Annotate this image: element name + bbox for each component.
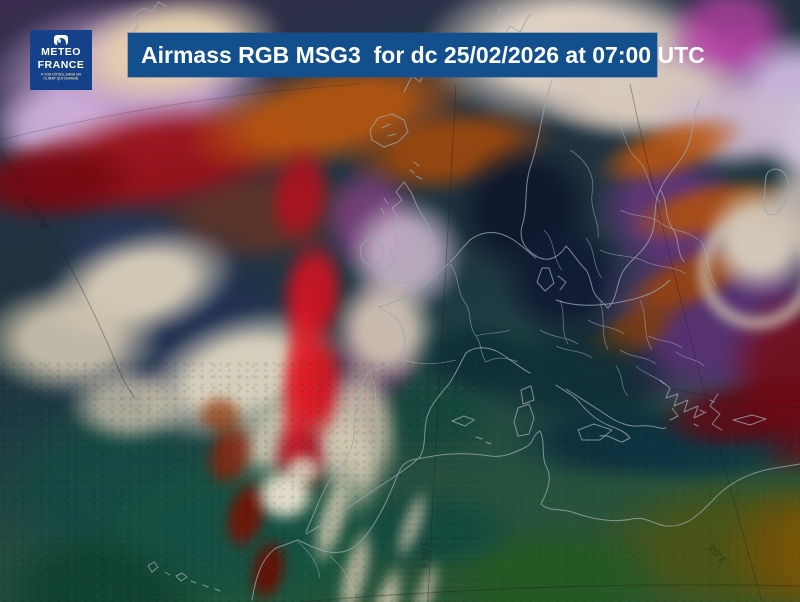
logo-line2: FRANCE — [37, 58, 85, 71]
graticule-parallel — [615, 373, 800, 409]
coastline-corsica-sardinia — [513, 385, 535, 437]
coastline-north-africa — [251, 430, 800, 601]
coastline-mediterranean-north — [305, 347, 531, 535]
coastline-denmark — [536, 267, 567, 292]
graticule-lines — [0, 83, 800, 602]
coastline-baltic-south — [555, 279, 671, 306]
graticule-parallel — [0, 83, 361, 141]
airmass-blob — [185, 385, 255, 445]
graticule-label-3e: 3.00 E — [418, 540, 428, 569]
coastline-greece — [659, 379, 767, 427]
border-eastern-europe — [569, 109, 717, 287]
border-danube-region — [539, 319, 625, 359]
border-balkans — [615, 335, 705, 397]
graticule-label-40w: 40.00 W — [20, 196, 50, 233]
coastline-north-sea — [449, 232, 537, 263]
coastline-balearics — [451, 415, 492, 445]
border-germany-poland — [543, 229, 603, 279]
coastline-faroe — [409, 161, 420, 174]
border-maghreb — [297, 541, 355, 599]
logo-tagline: À VOS CÔTÉS, DANS UN CLIMAT QUI CHANGE — [41, 73, 81, 80]
title-banner: Airmass RGB MSG3 for dc 25/02/2026 at 07… — [128, 33, 705, 77]
coastline-atlantic-europe — [305, 263, 449, 533]
graticule-label-20e: 20°E — [706, 544, 728, 567]
logo-tagline-line1: À VOS CÔTÉS, DANS UN — [40, 72, 82, 77]
speckle-texture — [0, 360, 480, 602]
border-pyrenees — [403, 359, 457, 365]
coastline-turkey — [709, 393, 723, 431]
border-alps — [475, 329, 519, 363]
coastline-inland-sea — [763, 168, 789, 216]
title-text: Airmass RGB MSG3 for dc 25/02/2026 at 07… — [141, 41, 705, 68]
country-borders — [297, 109, 717, 599]
coastline-ireland — [359, 236, 385, 268]
graticule-parallel — [299, 584, 800, 602]
speckle-texture — [400, 430, 800, 602]
logo-line1: METEO — [41, 46, 81, 58]
coastline-uk — [379, 175, 435, 284]
graticule-meridian — [629, 83, 763, 602]
border-central-europe — [559, 299, 653, 351]
border-france-east — [449, 263, 487, 363]
coastline-canary-islands — [147, 561, 221, 592]
border-iberia — [369, 373, 381, 463]
logo-tagline-line2: CLIMAT QUI CHANGE — [43, 76, 79, 80]
coastline-scandinavia — [520, 79, 701, 309]
coastline-sicily — [577, 423, 613, 441]
coastline-greenland — [127, 1, 167, 39]
coastline-iceland — [369, 113, 409, 148]
meteo-france-icon — [54, 35, 68, 48]
graticule-meridian — [0, 149, 135, 399]
coastline-italy — [555, 384, 667, 443]
graticule-meridian — [427, 83, 457, 602]
meteo-france-logo: METEO FRANCE À VOS CÔTÉS, DANS UN CLIMAT… — [30, 30, 92, 90]
